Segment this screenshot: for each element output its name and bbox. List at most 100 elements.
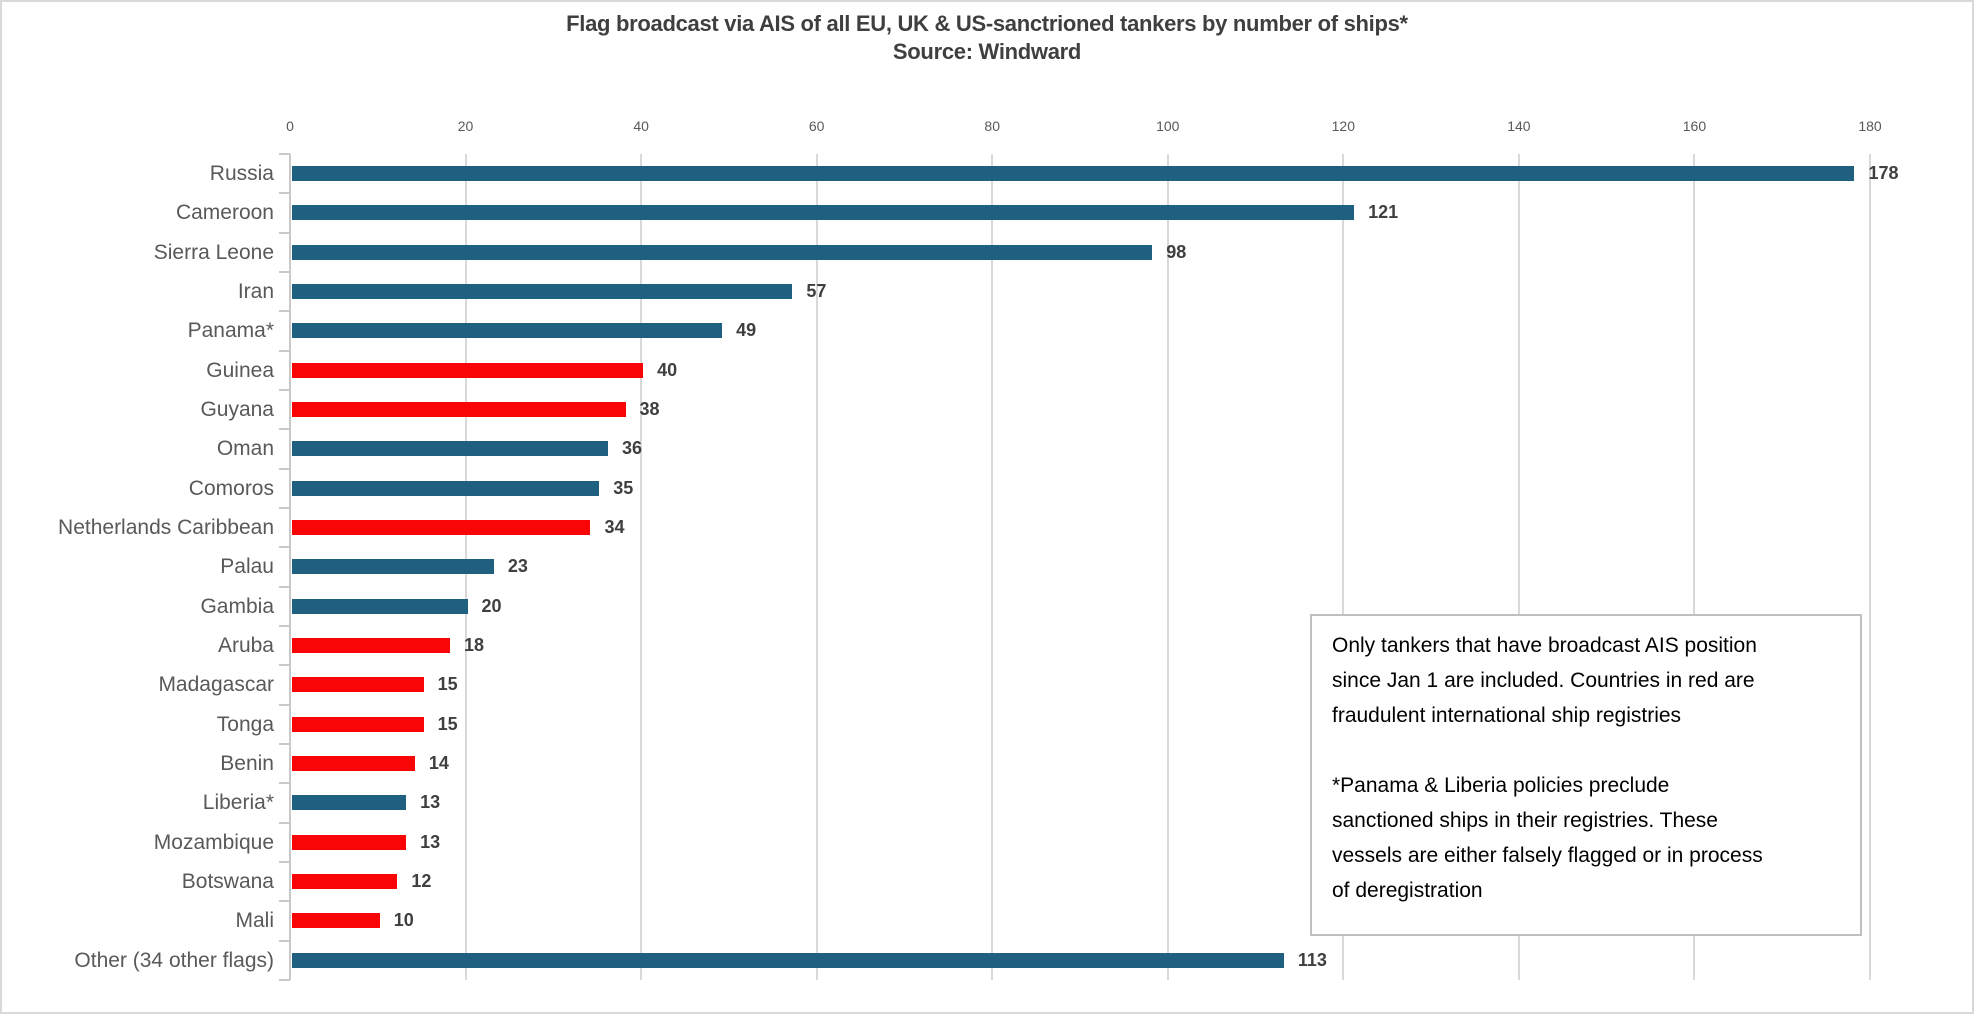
value-label: 178 [1868,163,1899,183]
category-axis-tick [279,703,290,706]
value-label: 18 [464,635,485,655]
bar [292,362,644,378]
category-axis-tick [279,192,290,195]
value-label: 121 [1368,202,1399,223]
bar [292,913,380,929]
x-axis-tick-label: 100 [1156,118,1180,134]
category-axis-tick [279,153,290,155]
x-axis-tick-label: 60 [808,118,825,134]
category-label: Guyana [200,398,274,421]
value-label: 13 [420,792,441,813]
bar [292,874,398,890]
bar-row: Other (34 other flags) 113 [74,941,1870,980]
gridline [640,154,643,980]
category-axis-tick [279,231,290,234]
value-label: 57 [806,281,827,301]
gridline [1517,154,1520,980]
bar-row: Palau 23 [220,547,1870,586]
value-label: 38 [639,399,660,419]
bar-row: Tonga 15 [217,705,1870,744]
category-label: Mozambique [153,830,274,854]
category-axis-tick [279,546,290,549]
category-axis-tick [279,821,290,824]
annotation-line [1332,733,1840,768]
category-axis-tick [279,625,290,627]
bar-row: Mozambique 13 [154,823,1870,862]
gridline [1342,154,1345,980]
bar [292,205,1355,221]
category-axis-tick [279,271,290,273]
category-axis-tick [279,900,290,903]
value-label: 35 [613,477,634,498]
bar [292,323,723,339]
value-label: 40 [657,359,678,380]
gridline [1166,154,1169,980]
annotation-box: Only tankers that have broadcast AIS pos… [1310,614,1862,936]
x-axis-tick-label: 80 [984,118,1000,134]
value-label: 15 [437,713,458,734]
gridline [991,154,994,980]
value-label: 15 [437,674,458,695]
bar [292,638,450,654]
bar-row: Guinea 40 [206,351,1870,390]
annotation-line: sanctioned ships in their registries. Th… [1332,809,1718,832]
bar [292,598,468,614]
value-label: 14 [428,753,449,773]
category-axis-tick [279,861,290,863]
bar-row: Sierra Leone 98 [154,233,1870,272]
bar [292,284,793,300]
annotation-line: vessels are either falsely flagged or in… [1332,844,1763,867]
category-label: Cameroon [175,201,274,225]
bar-row: Botswana 12 [182,862,1870,901]
chart-title: Flag broadcast via AIS of all EU, UK & U… [566,11,1408,36]
category-axis-tick [279,585,290,588]
bar [292,441,608,457]
annotation-line: *Panama & Liberia policies preclude [1332,774,1670,797]
bar [292,756,415,772]
bar [292,834,407,850]
gridline [1869,154,1871,980]
bar-row: Benin 14 [220,744,1870,783]
category-label: Botswana [181,870,274,893]
bar-row: Aruba 18 [218,626,1870,665]
category-axis-tick [279,389,290,391]
category-label: Guinea [206,358,274,382]
category-axis-tick [279,743,290,745]
gridline [815,154,818,980]
bar-row: Russia 178 [210,154,1899,193]
value-label: 49 [736,320,757,341]
category-label: Palau [220,555,274,579]
category-label: Oman [216,437,274,461]
bar-row: Panama* 49 [188,311,1870,350]
bar [292,677,424,693]
category-label: Aruba [217,634,274,657]
bar [292,166,1855,182]
bar-row: Cameroon 121 [176,193,1870,232]
category-axis-tick [279,979,290,981]
bar-row: Netherlands Caribbean 34 [58,508,1870,547]
category-label: Tonga [216,712,274,736]
category-axis-tick [279,507,290,509]
value-label: 13 [420,831,441,852]
bar-row: Liberia* 13 [203,783,1870,822]
gridline [1693,154,1696,980]
bar-row: Gambia 20 [200,587,1870,626]
bar-row: Iran 57 [238,272,1870,311]
category-label: Russia [209,162,274,185]
bar [292,244,1153,260]
plot-area: 0 20 40 60 80 100 120 140 160 180 Russia 178 Cameroo… [58,118,1899,981]
category-axis-tick [279,428,290,431]
category-label: Liberia* [202,791,274,815]
value-label: 23 [507,556,528,577]
bar-row: Mali 10 [235,901,1870,940]
category-label: Comoros [188,476,274,500]
value-label: 12 [411,871,432,891]
bar [292,559,494,575]
category-label: Netherlands Caribbean [58,516,274,539]
value-label: 20 [481,595,502,616]
category-axis-tick [279,782,290,785]
value-label: 34 [604,517,625,537]
category-label: Other (34 other flags) [74,948,274,972]
category-axis-tick [279,467,290,470]
